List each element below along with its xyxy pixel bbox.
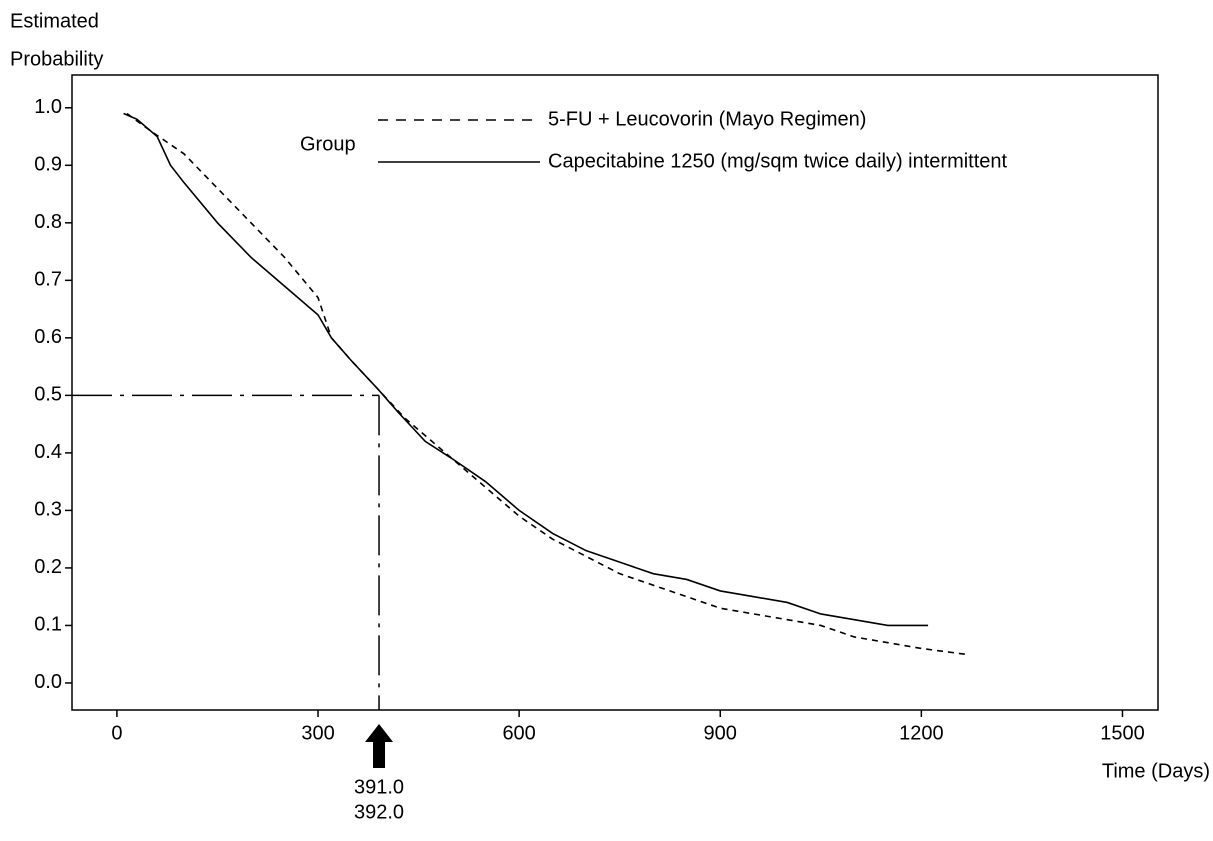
- y-tick-label: 1.0: [34, 96, 62, 118]
- y-tick-label: 0.4: [34, 441, 62, 463]
- annotation: 392.0: [354, 801, 404, 823]
- plot-frame: [71, 74, 1159, 711]
- x-tick-label: 900: [704, 722, 737, 744]
- y-tick-label: 0.8: [34, 211, 62, 233]
- y-tick-label: 0.2: [34, 556, 62, 578]
- x-tick-label: 1500: [1100, 722, 1145, 744]
- y-tick-label: 0.3: [34, 499, 62, 521]
- x-tick-label: 0: [111, 722, 122, 744]
- x-tick-label: 300: [301, 722, 334, 744]
- arrow: [365, 724, 394, 768]
- legend-title: Group: [300, 133, 356, 155]
- y-axis-label: Estimated: [10, 10, 99, 32]
- y-tick-label: 0.6: [34, 326, 62, 348]
- y-tick-label: 0.0: [34, 671, 62, 693]
- survival-line: [126, 112, 966, 656]
- y-tick-label: 0.9: [34, 154, 62, 176]
- x-tick-label: 1200: [899, 722, 944, 744]
- y-tick-label: 0.7: [34, 269, 62, 291]
- survival-line: [123, 112, 929, 627]
- legend-label: 5-FU + Leucovorin (Mayo Regimen): [548, 108, 866, 130]
- y-axis-label: Probability: [10, 48, 103, 70]
- annotation: 391.0: [354, 776, 404, 798]
- y-tick-label: 0.1: [34, 614, 62, 636]
- x-tick-label: 600: [502, 722, 535, 744]
- legend-label: Capecitabine 1250 (mg/sqm twice daily) i…: [548, 150, 1008, 172]
- x-axis-label: Time (Days): [1102, 760, 1210, 782]
- y-tick-label: 0.5: [34, 384, 62, 406]
